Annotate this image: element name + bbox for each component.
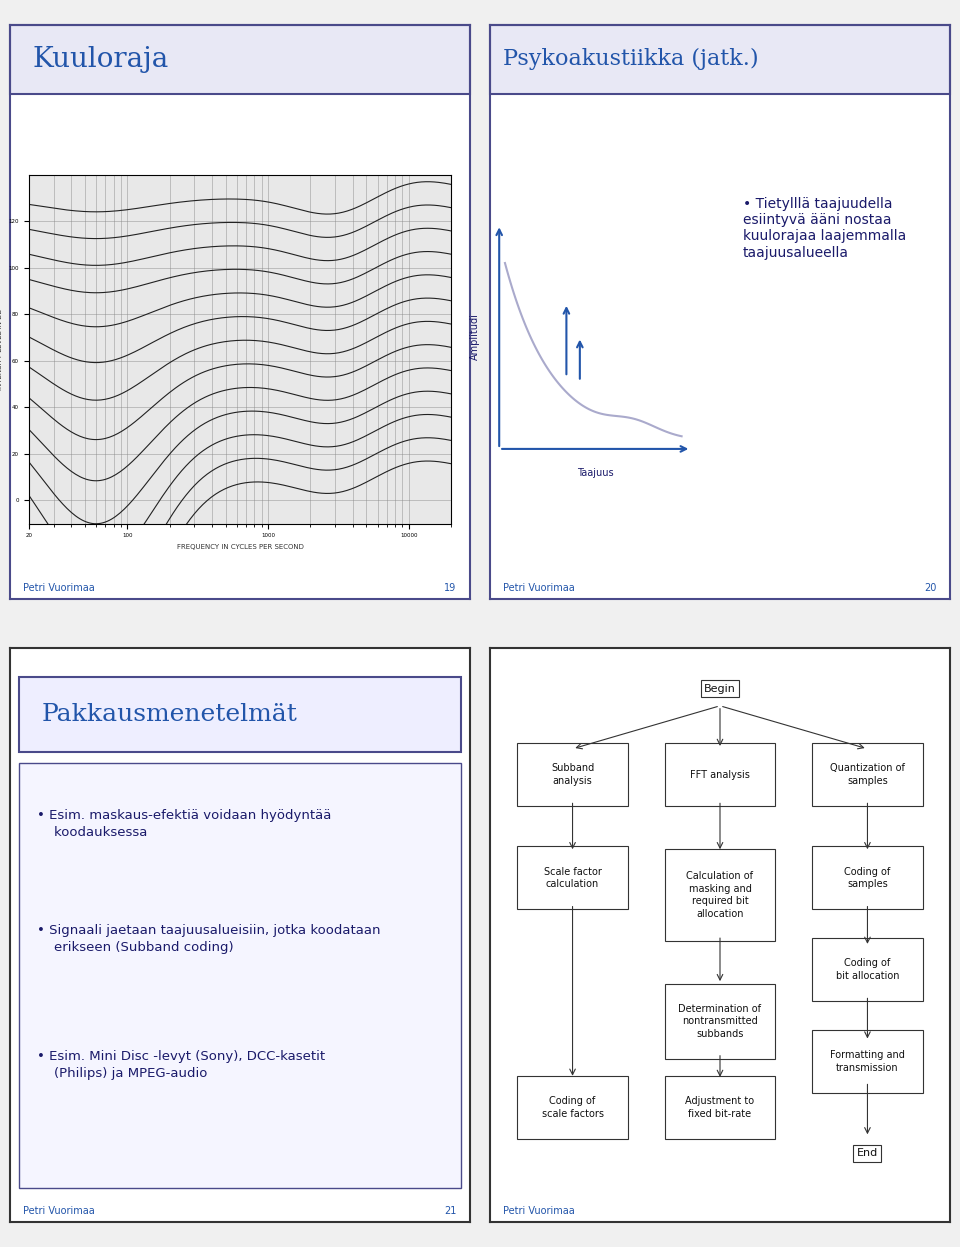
Text: Formatting and
transmission: Formatting and transmission — [830, 1050, 905, 1072]
Text: Adjustment to
fixed bit-rate: Adjustment to fixed bit-rate — [685, 1096, 755, 1119]
Text: • Esim. maskaus-efektiä voidaan hyödyntää
    koodauksessa: • Esim. maskaus-efektiä voidaan hyödyntä… — [37, 809, 331, 839]
Text: Petri Vuorimaa: Petri Vuorimaa — [23, 1206, 95, 1216]
Text: 21: 21 — [444, 1206, 457, 1216]
Text: Kuuloraja: Kuuloraja — [33, 46, 169, 72]
Y-axis label: INTENSITY LEVEL IN DB: INTENSITY LEVEL IN DB — [0, 308, 3, 390]
Text: Coding of
samples: Coding of samples — [845, 867, 891, 889]
FancyBboxPatch shape — [664, 849, 776, 941]
X-axis label: FREQUENCY IN CYCLES PER SECOND: FREQUENCY IN CYCLES PER SECOND — [177, 544, 303, 550]
Text: Taajuus: Taajuus — [577, 468, 613, 478]
FancyBboxPatch shape — [19, 763, 461, 1187]
Text: Calculation of
masking and
required bit
allocation: Calculation of masking and required bit … — [686, 872, 754, 919]
FancyBboxPatch shape — [517, 743, 628, 807]
Text: Determination of
nontransmitted
subbands: Determination of nontransmitted subbands — [679, 1004, 761, 1039]
Text: 19: 19 — [444, 582, 457, 592]
Text: Quantization of
samples: Quantization of samples — [830, 763, 905, 786]
FancyBboxPatch shape — [664, 984, 776, 1059]
Text: • Signaali jaetaan taajuusalueisiin, jotka koodataan
    erikseen (Subband codin: • Signaali jaetaan taajuusalueisiin, jot… — [37, 924, 381, 954]
Text: Pakkausmenetelmät: Pakkausmenetelmät — [42, 703, 298, 726]
FancyBboxPatch shape — [517, 1076, 628, 1139]
Text: • Tietylllä taajuudella
esiintyvä ääni nostaa
kuulorajaa laajemmalla
taajuusalue: • Tietylllä taajuudella esiintyvä ääni n… — [743, 197, 906, 259]
Text: Petri Vuorimaa: Petri Vuorimaa — [23, 582, 95, 592]
FancyBboxPatch shape — [664, 743, 776, 807]
Text: 20: 20 — [924, 582, 937, 592]
FancyBboxPatch shape — [19, 677, 461, 752]
FancyBboxPatch shape — [517, 847, 628, 909]
Text: Begin: Begin — [704, 683, 736, 693]
FancyBboxPatch shape — [10, 25, 470, 94]
FancyBboxPatch shape — [812, 847, 923, 909]
Text: Petri Vuorimaa: Petri Vuorimaa — [503, 582, 575, 592]
FancyBboxPatch shape — [812, 743, 923, 807]
Text: Amplitudi: Amplitudi — [470, 313, 480, 360]
Text: Subband
analysis: Subband analysis — [551, 763, 594, 786]
Text: Coding of
bit allocation: Coding of bit allocation — [836, 959, 900, 981]
Text: Scale factor
calculation: Scale factor calculation — [543, 867, 602, 889]
Text: • Esim. Mini Disc -levyt (Sony), DCC-kasetit
    (Philips) ja MPEG-audio: • Esim. Mini Disc -levyt (Sony), DCC-kas… — [37, 1050, 325, 1080]
Text: Coding of
scale factors: Coding of scale factors — [541, 1096, 604, 1119]
FancyBboxPatch shape — [490, 25, 950, 94]
Text: Psykoakustiikka (jatk.): Psykoakustiikka (jatk.) — [503, 49, 759, 70]
FancyBboxPatch shape — [664, 1076, 776, 1139]
Text: FFT analysis: FFT analysis — [690, 769, 750, 779]
Text: End: End — [857, 1148, 878, 1158]
FancyBboxPatch shape — [812, 1030, 923, 1092]
FancyBboxPatch shape — [812, 938, 923, 1001]
Text: Petri Vuorimaa: Petri Vuorimaa — [503, 1206, 575, 1216]
